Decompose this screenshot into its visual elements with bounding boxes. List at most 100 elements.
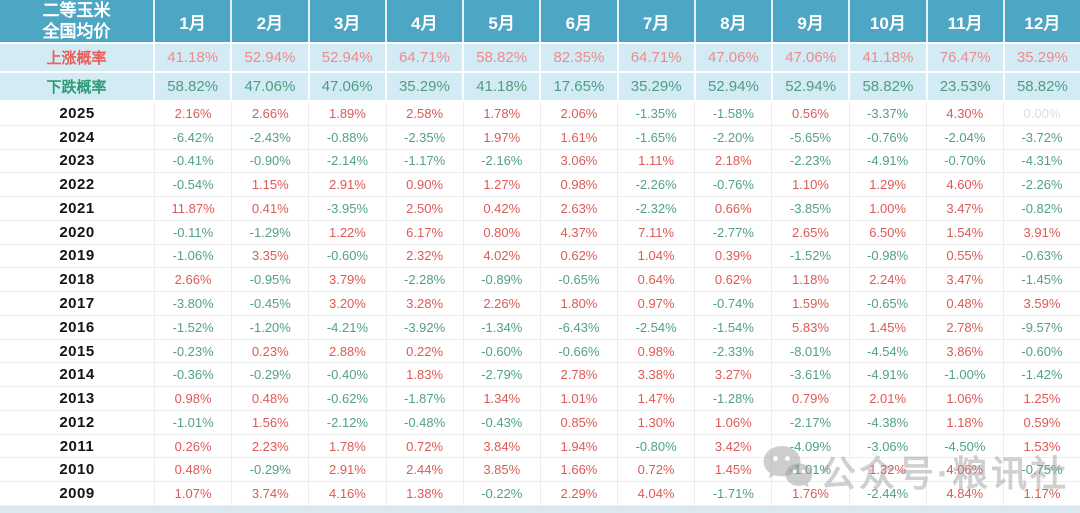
value-cell: 1.45% xyxy=(850,315,927,339)
month-header: 1月 xyxy=(155,0,233,42)
value-cell: 2.63% xyxy=(541,197,619,220)
value-cell: 0.00% xyxy=(1023,105,1061,121)
value-cell: -2.44% xyxy=(850,482,927,506)
fall-probability-cell: 58.82% xyxy=(1016,78,1068,95)
table-row: 2022 -0.54% 1.15% 2.91% 0.90% 1.27% 0.98% -2.26… xyxy=(0,173,1080,198)
year-label: 2018 xyxy=(0,268,155,292)
corner-header: 二等玉米 全国均价 xyxy=(0,0,155,42)
value-cell: 1.10% xyxy=(772,173,850,197)
value-cell: 2.78% xyxy=(541,363,619,387)
fall-probability-cell: 47.06% xyxy=(310,73,387,100)
value-cell: 2.01% xyxy=(850,387,927,410)
value-cell: 1.78% xyxy=(464,102,541,125)
value-cell: -1.58% xyxy=(695,102,773,125)
table-row: 2011 0.26% 2.23% 1.78% 0.72% 3.84% 1.94% -0.80%… xyxy=(0,434,1080,459)
value-cell: -0.54% xyxy=(155,173,233,197)
value-cell: -1.35% xyxy=(618,102,696,125)
rise-probability-cell: 41.18% xyxy=(850,44,928,71)
value-cell: -6.43% xyxy=(541,315,619,339)
value-cell: 0.56% xyxy=(772,102,850,125)
value-cell: -2.79% xyxy=(464,363,541,387)
value-cell: 11.87% xyxy=(155,197,233,220)
value-cell: 2.66% xyxy=(232,102,310,125)
year-label: 2010 xyxy=(0,458,155,482)
value-cell: -0.75% xyxy=(1021,462,1063,478)
rise-probability-cell: 64.71% xyxy=(619,44,696,71)
value-cell: -4.54% xyxy=(850,339,927,363)
value-cell: -2.04% xyxy=(927,125,1004,149)
value-cell: 2.23% xyxy=(232,434,310,458)
value-cell: 1.17% xyxy=(1023,486,1061,502)
value-cell: 3.79% xyxy=(309,268,387,292)
month-header: 11月 xyxy=(928,0,1005,42)
value-cell: 1.01% xyxy=(541,387,619,410)
value-cell: -1.54% xyxy=(695,315,773,339)
table-row: 2024 -6.42% -2.43% -0.88% -2.35% 1.97% 1.61% -1… xyxy=(0,125,1080,150)
value-cell: 1.04% xyxy=(618,244,696,268)
value-cell: 0.48% xyxy=(927,292,1004,315)
table-bottom-strip xyxy=(0,506,1080,513)
value-cell: 1.18% xyxy=(927,410,1004,434)
value-cell: -2.20% xyxy=(695,125,773,149)
value-cell: -0.98% xyxy=(850,244,927,268)
value-cell: 7.11% xyxy=(618,220,696,244)
value-cell: 1.38% xyxy=(387,482,464,506)
value-cell: 1.56% xyxy=(232,410,310,434)
value-cell: 3.84% xyxy=(464,434,541,458)
year-label: 2017 xyxy=(0,292,155,315)
value-cell: 2.50% xyxy=(387,197,464,220)
value-cell: -4.09% xyxy=(772,434,850,458)
value-cell: -2.14% xyxy=(309,149,387,173)
value-cell: 1.59% xyxy=(772,292,850,315)
value-cell: 0.62% xyxy=(695,268,773,292)
value-cell: 1.25% xyxy=(1023,391,1061,407)
value-cell: 2.65% xyxy=(772,220,850,244)
value-cell: -1.00% xyxy=(927,363,1004,387)
value-cell: 3.47% xyxy=(927,268,1004,292)
value-cell: 1.07% xyxy=(155,482,233,506)
year-label: 2015 xyxy=(0,339,155,363)
value-cell: -1.52% xyxy=(772,244,850,268)
value-cell: 1.94% xyxy=(541,434,619,458)
value-cell: -0.76% xyxy=(850,125,927,149)
value-cell: 3.20% xyxy=(309,292,387,315)
value-cell: -0.22% xyxy=(464,482,541,506)
value-cell: 1.32% xyxy=(850,458,927,482)
value-cell: -2.26% xyxy=(1021,177,1063,193)
value-cell: 0.98% xyxy=(541,173,619,197)
table-row: 2015 -0.23% 0.23% 2.88% 0.22% -0.60% -0.66% 0.9… xyxy=(0,339,1080,364)
value-cell: -6.42% xyxy=(155,125,233,149)
rise-probability-cell: 47.06% xyxy=(773,44,851,71)
value-cell: -2.43% xyxy=(232,125,310,149)
value-cell: -4.38% xyxy=(850,410,927,434)
year-label: 2014 xyxy=(0,363,155,387)
fall-probability-row: 下跌概率 58.82% 47.06% 47.06% 35.29% 41.18% 17.65… xyxy=(0,73,1080,102)
fall-probability-cell: 23.53% xyxy=(928,73,1005,100)
value-cell: 1.06% xyxy=(927,387,1004,410)
month-header: 7月 xyxy=(619,0,696,42)
fall-probability-cell: 47.06% xyxy=(232,73,310,100)
value-cell: 0.62% xyxy=(541,244,619,268)
value-cell: -4.50% xyxy=(927,434,1004,458)
table-row: 2023 -0.41% -0.90% -2.14% -1.17% -2.16% 3.06% 1… xyxy=(0,149,1080,174)
value-cell: -0.60% xyxy=(1021,343,1063,359)
value-cell: -0.70% xyxy=(927,149,1004,173)
value-cell: 1.47% xyxy=(618,387,696,410)
value-cell: -3.06% xyxy=(850,434,927,458)
value-cell: -0.11% xyxy=(155,220,233,244)
value-cell: 1.00% xyxy=(850,197,927,220)
year-label: 2020 xyxy=(0,220,155,244)
value-cell: 2.26% xyxy=(464,292,541,315)
value-cell: 3.85% xyxy=(464,458,541,482)
value-cell: 0.41% xyxy=(232,197,310,220)
value-cell: 1.15% xyxy=(232,173,310,197)
value-cell: 4.02% xyxy=(464,244,541,268)
value-cell: 2.16% xyxy=(155,102,233,125)
year-label: 2011 xyxy=(0,434,155,458)
rise-probability-cell: 52.94% xyxy=(232,44,310,71)
value-cell: 3.27% xyxy=(695,363,773,387)
month-header: 3月 xyxy=(310,0,387,42)
month-header: 2月 xyxy=(232,0,310,42)
table-row: 2025 2.16% 2.66% 1.89% 2.58% 1.78% 2.06% -1.35%… xyxy=(0,102,1080,126)
